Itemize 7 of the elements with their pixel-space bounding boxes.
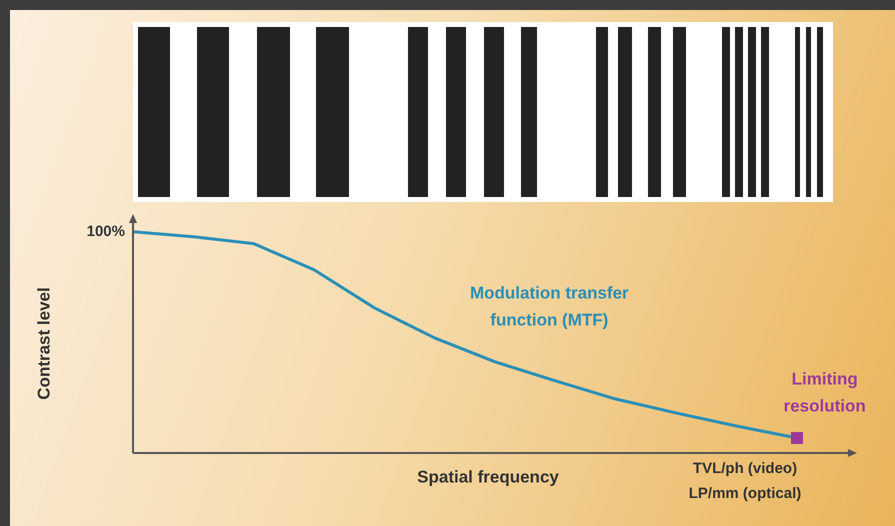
y-axis-title: Contrast level	[34, 287, 54, 400]
text: LP/mm (optical)	[688, 485, 802, 502]
annotation: Limiting resolution	[784, 370, 866, 416]
series-label: Modulation transfer function (MTF)	[470, 283, 630, 330]
text: 100%	[86, 222, 125, 240]
x-axis-title: Spatial frequency	[417, 468, 560, 487]
text: TVL/ph (video)	[692, 460, 798, 478]
